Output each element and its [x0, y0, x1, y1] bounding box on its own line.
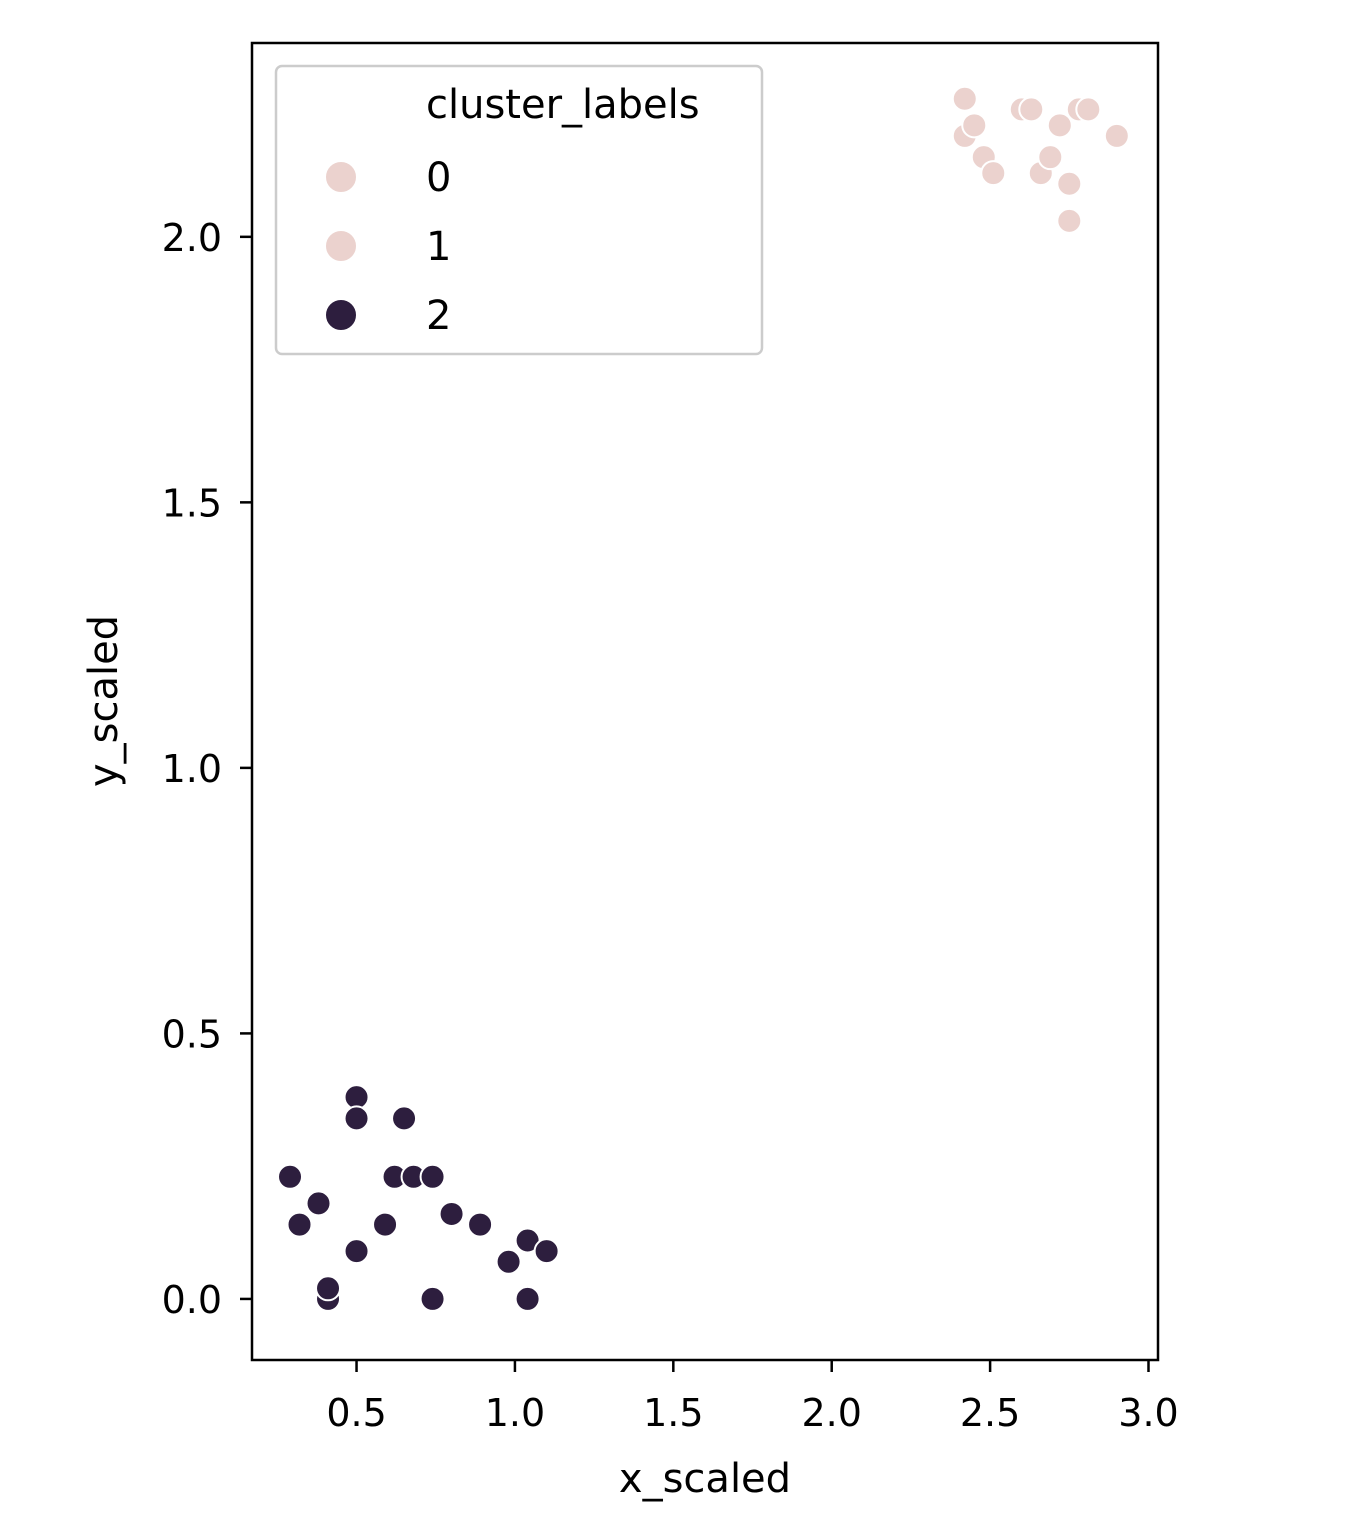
points-layer	[277, 85, 1130, 1312]
x-tick-label: 1.0	[485, 1391, 545, 1435]
data-point-cluster-1	[1018, 96, 1045, 123]
y-tick-label: 0.0	[162, 1278, 222, 1322]
x-tick-label: 2.5	[960, 1391, 1020, 1435]
data-point-cluster-2	[438, 1200, 465, 1227]
y-tick-label: 1.0	[162, 747, 222, 791]
data-point-cluster-1	[1056, 170, 1083, 197]
legend-marker-1	[324, 229, 358, 263]
data-point-cluster-2	[467, 1211, 494, 1238]
data-point-cluster-1	[1103, 122, 1130, 149]
legend-marker-2	[324, 298, 358, 332]
data-point-cluster-2	[286, 1211, 313, 1238]
legend: cluster_labels 0 1 2	[274, 64, 764, 356]
legend-label-1: 1	[426, 224, 451, 270]
x-axis-label: x_scaled	[619, 1456, 791, 1502]
data-point-cluster-1	[1056, 207, 1083, 234]
data-point-cluster-2	[343, 1238, 370, 1265]
data-point-cluster-2	[533, 1238, 560, 1265]
data-point-cluster-1	[961, 112, 988, 139]
x-tick-label: 1.5	[643, 1391, 703, 1435]
data-point-cluster-1	[951, 85, 978, 112]
legend-label-0: 0	[426, 155, 451, 201]
x-tick-label: 0.5	[326, 1391, 386, 1435]
y-axis: 0.0 0.5 1.0 1.5 2.0	[162, 216, 252, 1322]
data-point-cluster-2	[305, 1190, 332, 1217]
y-tick-label: 1.5	[162, 481, 222, 525]
x-tick-label: 2.0	[801, 1391, 861, 1435]
x-axis: 0.5 1.0 1.5 2.0 2.5 3.0	[326, 1360, 1179, 1435]
data-point-cluster-2	[277, 1163, 304, 1190]
data-point-cluster-1	[980, 160, 1007, 187]
x-tick-label: 3.0	[1118, 1391, 1178, 1435]
data-point-cluster-1	[1046, 112, 1073, 139]
data-point-cluster-1	[1037, 144, 1064, 171]
y-tick-label: 2.0	[162, 216, 222, 260]
y-tick-label: 0.5	[162, 1012, 222, 1056]
data-point-cluster-2	[419, 1163, 446, 1190]
y-axis-label: y_scaled	[81, 615, 127, 787]
data-point-cluster-2	[391, 1105, 418, 1132]
data-point-cluster-2	[495, 1248, 522, 1275]
data-point-cluster-2	[315, 1275, 342, 1302]
data-point-cluster-2	[372, 1211, 399, 1238]
data-point-cluster-2	[343, 1105, 370, 1132]
legend-box	[274, 64, 764, 356]
legend-title: cluster_labels	[426, 82, 700, 128]
data-point-cluster-2	[514, 1285, 541, 1312]
legend-marker-0	[324, 160, 358, 194]
data-point-cluster-2	[419, 1285, 446, 1312]
data-point-cluster-1	[1075, 96, 1102, 123]
legend-label-2: 2	[426, 293, 451, 339]
plot-frame	[250, 41, 1160, 1362]
